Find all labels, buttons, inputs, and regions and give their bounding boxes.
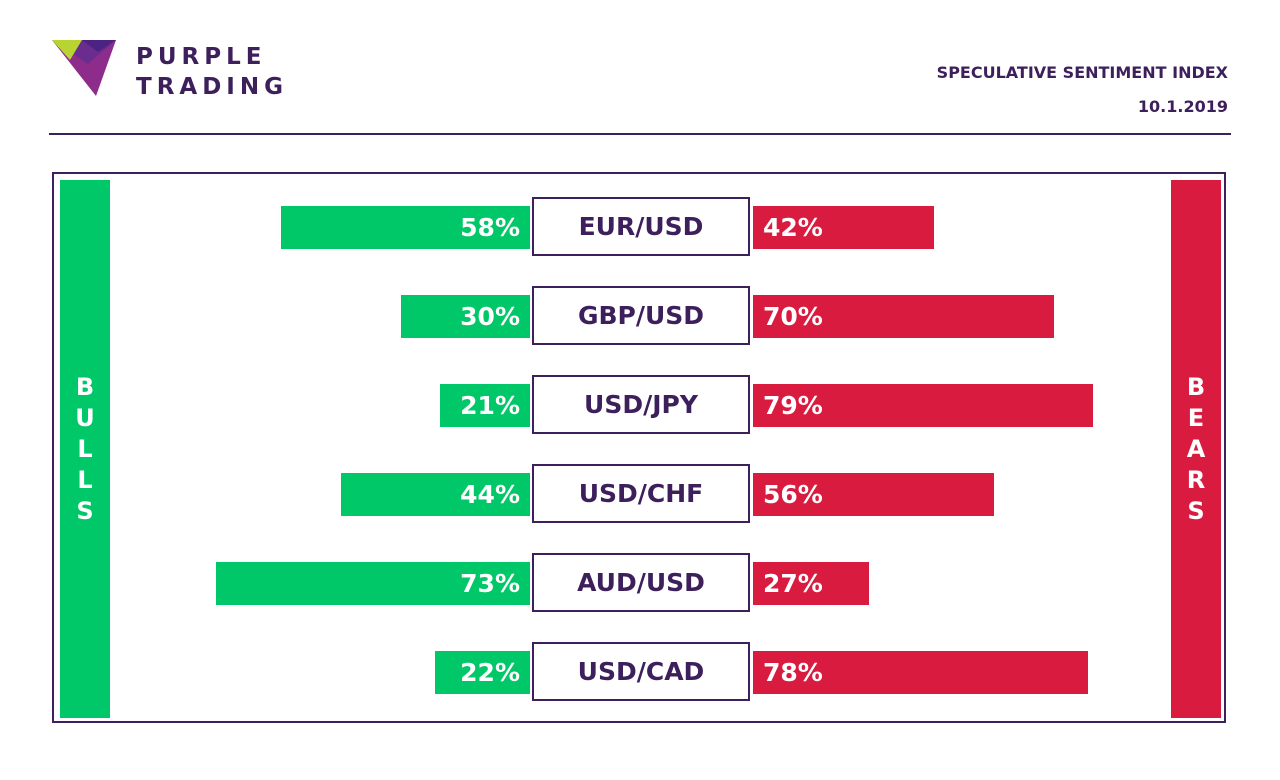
bulls-bar (401, 295, 530, 338)
currency-pair-label: GBP/USD (532, 286, 750, 345)
brand-logo: PURPLE TRADING (52, 40, 312, 102)
bears-letter: A (1186, 434, 1206, 463)
bears-value-label: 27% (763, 569, 823, 598)
bears-letter: R (1186, 465, 1206, 494)
bears-bar (753, 384, 1093, 427)
report-date: 10.1.2019 (1137, 97, 1228, 116)
bulls-value-label: 73% (460, 569, 520, 598)
bears-bar (753, 206, 934, 249)
bears-value-label: 70% (763, 302, 823, 331)
bears-letter: B (1186, 372, 1206, 401)
bears-letter: E (1187, 403, 1205, 432)
brand-name: PURPLE TRADING (136, 42, 288, 102)
bulls-bar (280, 206, 530, 249)
bears-bar (753, 651, 1089, 694)
bulls-value-label: 44% (460, 480, 520, 509)
bears-value-label: 56% (763, 480, 823, 509)
bulls-bar (435, 651, 530, 694)
chart-panel (52, 172, 1226, 723)
bulls-value-label: 30% (460, 302, 520, 331)
bulls-bar (439, 384, 530, 427)
bears-value-label: 78% (763, 658, 823, 687)
report-title: SPECULATIVE SENTIMENT INDEX (936, 63, 1228, 82)
currency-pair-label: USD/CHF (532, 464, 750, 523)
currency-pair-label: USD/CAD (532, 642, 750, 701)
bulls-letter: B (75, 372, 95, 401)
brand-name-line2: TRADING (136, 74, 288, 100)
brand-name-line1: PURPLE (136, 44, 267, 70)
currency-pair-label: EUR/USD (532, 197, 750, 256)
bulls-value-label: 58% (460, 213, 520, 242)
header-divider (49, 133, 1231, 135)
bears-bar (753, 473, 994, 516)
bulls-value-label: 22% (460, 658, 520, 687)
bears-bar (753, 562, 870, 605)
bears-value-label: 42% (763, 213, 823, 242)
bears-value-label: 79% (763, 391, 823, 420)
currency-pair-label: AUD/USD (532, 553, 750, 612)
currency-pair-label: USD/JPY (532, 375, 750, 434)
bulls-letter: S (76, 496, 94, 525)
bulls-bar (340, 473, 530, 516)
report-header: SPECULATIVE SENTIMENT INDEX 10.1.2019 (937, 56, 1228, 124)
bulls-letter: L (77, 434, 93, 463)
bulls-letter: L (77, 465, 93, 494)
bulls-letter: U (75, 403, 95, 432)
purple-trading-logo-icon (52, 40, 116, 96)
bears-letter: S (1187, 496, 1205, 525)
bulls-bar (216, 562, 530, 605)
bulls-value-label: 21% (460, 391, 520, 420)
bears-bar (753, 295, 1054, 338)
